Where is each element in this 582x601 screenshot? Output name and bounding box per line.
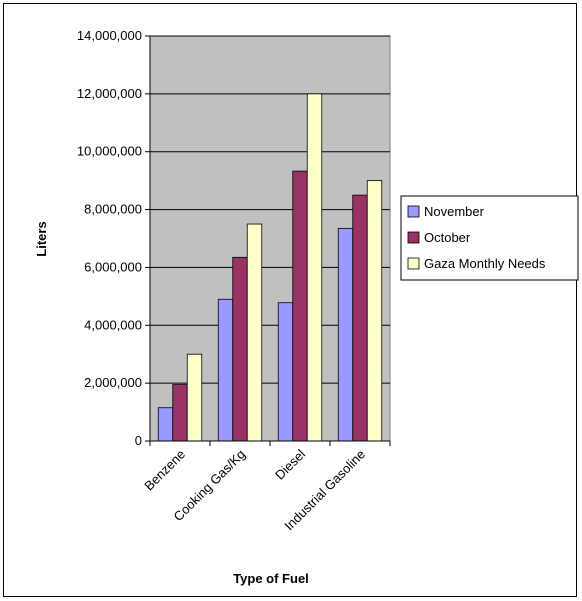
legend-swatch [407,257,420,270]
legend-swatch [407,205,420,218]
bar-november-2 [277,302,294,442]
y-axis-title: Liters [34,221,49,256]
bar-october-0 [172,384,188,442]
x-axis-title: Type of Fuel [233,571,309,586]
bar-gaza-monthly-needs-1 [246,223,263,442]
legend-swatch [407,231,420,244]
x-tick-label: Diesel [272,446,308,482]
y-tick-label: 10,000,000 [77,144,142,159]
y-tick-label: 2,000,000 [84,375,142,390]
gridlines [150,35,390,384]
legend-label: Gaza Monthly Needs [424,256,546,271]
y-tick-label: 14,000,000 [77,28,142,43]
x-tick-label: Benzene [141,447,188,494]
legend-label: November [424,204,485,219]
y-tick-label: 8,000,000 [84,202,142,217]
bar-october-2 [292,170,308,442]
bar-gaza-monthly-needs-3 [366,180,383,442]
bar-october-3 [352,194,368,442]
legend-box [400,195,579,281]
bar-november-0 [157,407,174,442]
y-tick-label: 12,000,000 [77,86,142,101]
bar-november-3 [337,227,354,442]
y-ticks: 0 2,000,000 4,000,000 6,000,000 8,000,000 10,… [77,28,150,448]
bar-november-1 [217,298,234,442]
bar-gaza-monthly-needs-0 [186,353,203,442]
bar-gaza-monthly-needs-2 [306,93,323,442]
y-tick-label: 4,000,000 [84,317,142,332]
bar-october-1 [232,256,248,442]
y-tick-label: 0 [135,433,142,448]
y-tick-label: 6,000,000 [84,259,142,274]
legend-label: October [424,230,471,245]
bars [157,93,383,442]
legend: November October Gaza Monthly Needs [400,195,579,281]
